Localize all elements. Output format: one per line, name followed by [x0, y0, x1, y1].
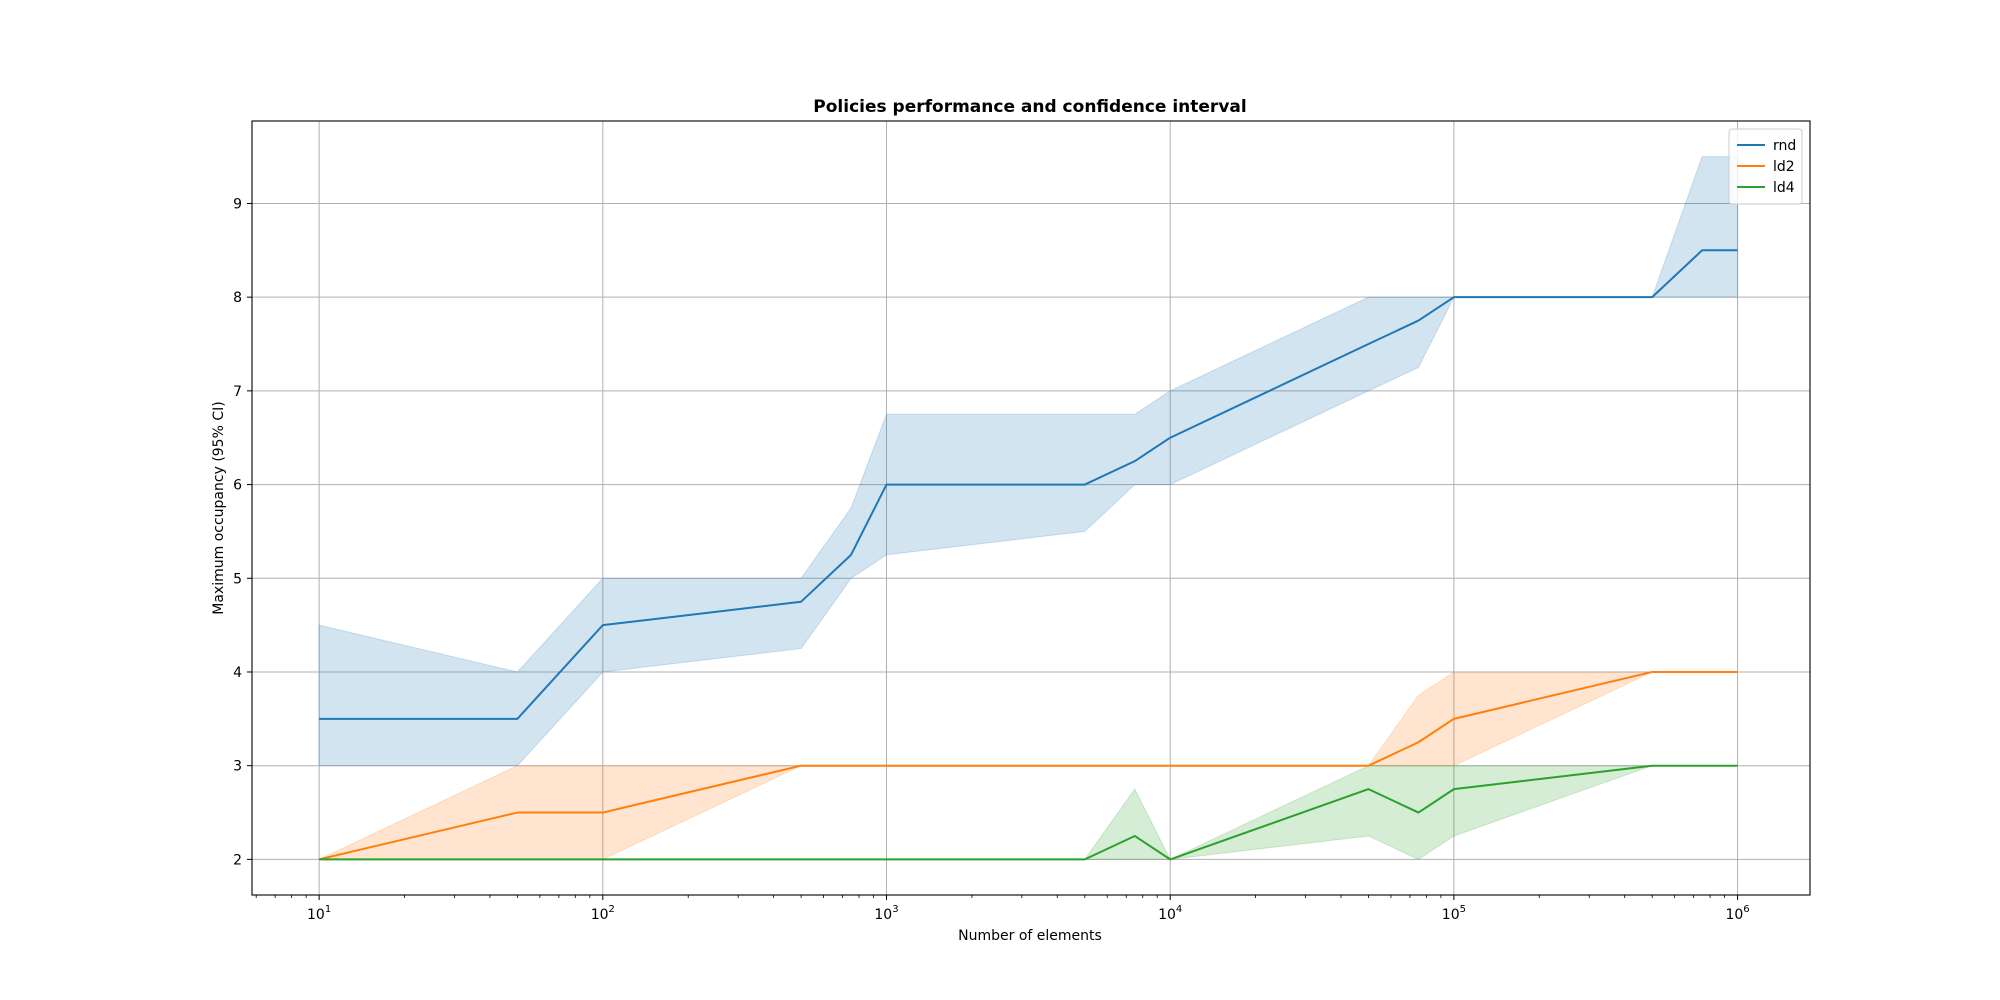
series-line-rnd: [319, 249, 1738, 720]
y-tick-label: 4: [233, 665, 242, 681]
series-lines: [318, 249, 1738, 861]
y-tick-label: 2: [233, 852, 242, 868]
x-axis-ticks: 101 102 103 104 105 106: [255, 895, 1750, 923]
x-axis-label: Number of elements: [958, 928, 1102, 944]
chart-title: Policies performance and confidence inte…: [813, 97, 1246, 117]
series-line-ld2: [318, 670, 1738, 861]
x-tick-label: 106: [1725, 904, 1749, 923]
legend-label-rnd: rnd: [1773, 138, 1796, 154]
x-tick-label: 105: [1442, 904, 1466, 923]
x-tick-label: 104: [1158, 904, 1182, 923]
y-tick-label: 9: [233, 196, 242, 212]
y-tick-label: 8: [233, 290, 242, 306]
x-tick-label: 103: [874, 904, 898, 923]
ci-band-rnd: [318, 156, 1739, 767]
plot-frame: [251, 120, 1811, 896]
y-tick-label: 7: [233, 384, 242, 400]
x-tick-label: 101: [307, 904, 331, 923]
y-axis-label: Maximum occupancy (95% CI): [211, 401, 227, 614]
legend-label-ld2: ld2: [1773, 159, 1795, 175]
y-axis-ticks: 2 3 4 5 6 7 8 9: [233, 196, 252, 868]
legend-box: [1728, 128, 1803, 205]
x-tick-label: 102: [591, 904, 615, 923]
y-tick-label: 5: [233, 571, 242, 587]
legend: rnd ld2 ld4: [1728, 128, 1803, 205]
y-tick-label: 3: [233, 759, 242, 775]
y-tick-label: 6: [233, 478, 242, 494]
series-line-ld4: [319, 764, 1738, 861]
legend-label-ld4: ld4: [1773, 180, 1795, 196]
